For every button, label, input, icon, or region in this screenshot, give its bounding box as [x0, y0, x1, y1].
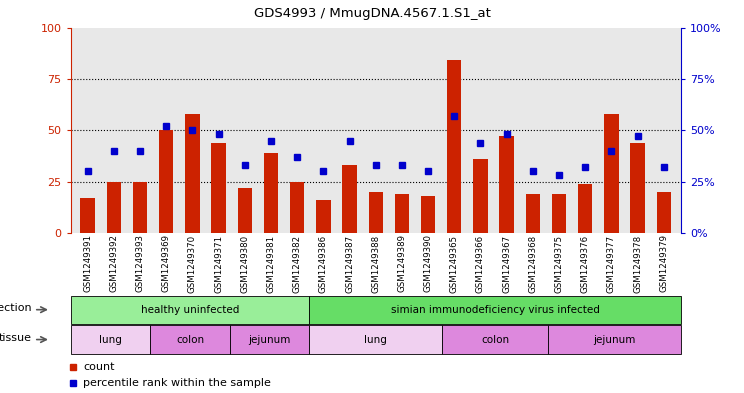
- Bar: [578, 184, 592, 233]
- Text: lung: lung: [365, 334, 387, 345]
- Bar: [71, 325, 150, 354]
- Bar: [211, 143, 226, 233]
- Bar: [421, 196, 435, 233]
- Text: simian immunodeficiency virus infected: simian immunodeficiency virus infected: [391, 305, 600, 315]
- Text: count: count: [83, 362, 115, 373]
- Bar: [159, 130, 173, 233]
- Bar: [150, 325, 230, 354]
- Bar: [133, 182, 147, 233]
- Bar: [71, 296, 310, 324]
- Text: jejunum: jejunum: [593, 334, 635, 345]
- Bar: [106, 182, 121, 233]
- Text: GDS4993 / MmugDNA.4567.1.S1_at: GDS4993 / MmugDNA.4567.1.S1_at: [254, 7, 490, 20]
- Text: lung: lung: [99, 334, 122, 345]
- Bar: [656, 192, 671, 233]
- Bar: [264, 153, 278, 233]
- Text: tissue: tissue: [0, 333, 32, 343]
- Bar: [237, 188, 252, 233]
- Bar: [368, 192, 383, 233]
- Text: infection: infection: [0, 303, 32, 313]
- Text: jejunum: jejunum: [248, 334, 291, 345]
- Bar: [548, 325, 681, 354]
- Text: percentile rank within the sample: percentile rank within the sample: [83, 378, 272, 388]
- Text: colon: colon: [481, 334, 509, 345]
- Bar: [604, 114, 618, 233]
- Bar: [473, 159, 487, 233]
- Bar: [290, 182, 304, 233]
- Bar: [447, 61, 461, 233]
- Bar: [342, 165, 356, 233]
- Bar: [316, 200, 330, 233]
- Bar: [310, 296, 681, 324]
- Text: colon: colon: [176, 334, 204, 345]
- Bar: [442, 325, 548, 354]
- Bar: [80, 198, 95, 233]
- Bar: [230, 325, 310, 354]
- Bar: [310, 325, 442, 354]
- Bar: [552, 194, 566, 233]
- Text: healthy uninfected: healthy uninfected: [141, 305, 240, 315]
- Bar: [499, 136, 514, 233]
- Bar: [395, 194, 409, 233]
- Bar: [630, 143, 645, 233]
- Bar: [185, 114, 199, 233]
- Bar: [525, 194, 540, 233]
